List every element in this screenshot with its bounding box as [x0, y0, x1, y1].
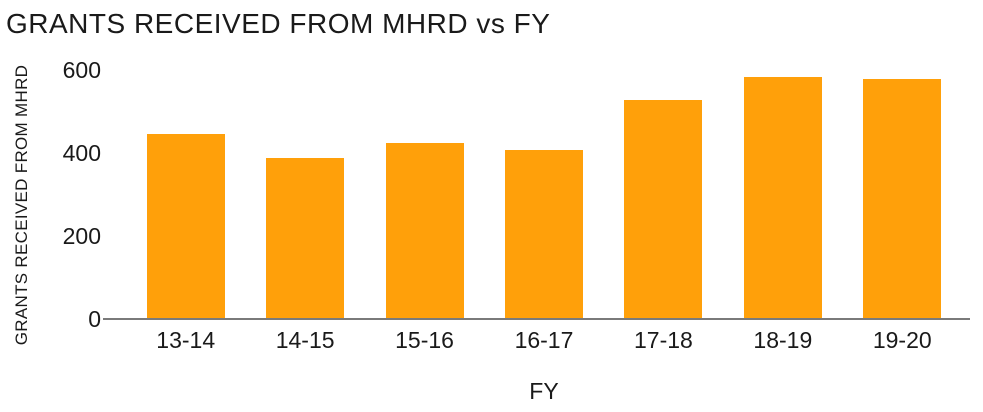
- bar-16-17[interactable]: [504, 150, 583, 319]
- chart-title: GRANTS RECEIVED FROM MHRD vs FY: [6, 8, 551, 39]
- bar-19-20[interactable]: [863, 79, 942, 319]
- bar-17-18[interactable]: [624, 99, 703, 319]
- x-axis-title: FY: [529, 378, 559, 404]
- x-tick-label-19-20: 19-20: [872, 327, 932, 353]
- x-tick-label-15-16: 15-16: [395, 327, 454, 353]
- y-axis-tick-labels: 0 200 400 600: [40, 58, 101, 331]
- y-axis-title: GRANTS RECEIVED FROM MHRD: [12, 64, 31, 346]
- x-tick-label-17-18: 17-18: [633, 327, 693, 353]
- bar-13-14[interactable]: [146, 133, 225, 319]
- x-tick-label-14-15: 14-15: [275, 327, 335, 353]
- bar-15-16[interactable]: [385, 143, 464, 319]
- x-tick-label-16-17: 16-17: [514, 327, 574, 353]
- y-tick-label-600: 600: [62, 57, 101, 83]
- plot-area: [126, 70, 962, 319]
- y-tick-label-400: 400: [62, 140, 101, 166]
- x-tick-label-18-19: 18-19: [753, 327, 813, 353]
- y-tick-label-0: 0: [88, 306, 101, 332]
- x-tick-label-13-14: 13-14: [156, 327, 216, 353]
- bar-14-15[interactable]: [266, 157, 345, 319]
- x-axis-line: [103, 318, 970, 320]
- y-tick-label-200: 200: [62, 223, 101, 249]
- bar-18-19[interactable]: [743, 77, 822, 319]
- x-axis-tick-labels: 13-14 14-15 15-16 16-17 17-18 18-19 19-20: [126, 327, 962, 354]
